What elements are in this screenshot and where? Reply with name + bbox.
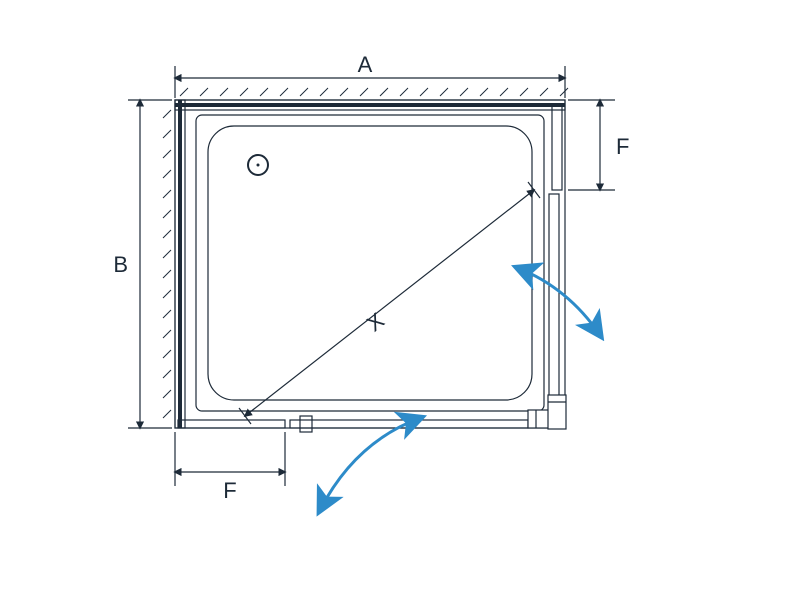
dimension-a: A — [175, 52, 565, 98]
wall-left — [163, 100, 185, 428]
dimension-f-bottom: F — [175, 432, 285, 503]
label-b: B — [113, 252, 128, 277]
wall-top — [175, 88, 568, 110]
dimension-f-right: F — [568, 100, 629, 190]
hinge-corner — [528, 395, 566, 429]
tray-outer — [196, 115, 544, 411]
swing-arrow-lower — [320, 418, 420, 510]
fixed-panel-bottom — [178, 420, 285, 428]
dimension-x: X — [239, 182, 540, 424]
roller-mark — [300, 416, 312, 432]
fixed-panel-right — [552, 104, 562, 190]
label-a: A — [358, 52, 373, 77]
label-f-right: F — [616, 134, 629, 159]
tray-inner — [208, 126, 532, 400]
shower-enclosure-diagram: A B F F X — [0, 0, 800, 600]
label-x: X — [362, 308, 389, 337]
dimension-b: B — [113, 100, 172, 428]
drain-center — [257, 164, 260, 167]
outer-boundary — [175, 100, 565, 428]
label-f-bottom: F — [223, 478, 236, 503]
door-right — [549, 194, 559, 396]
